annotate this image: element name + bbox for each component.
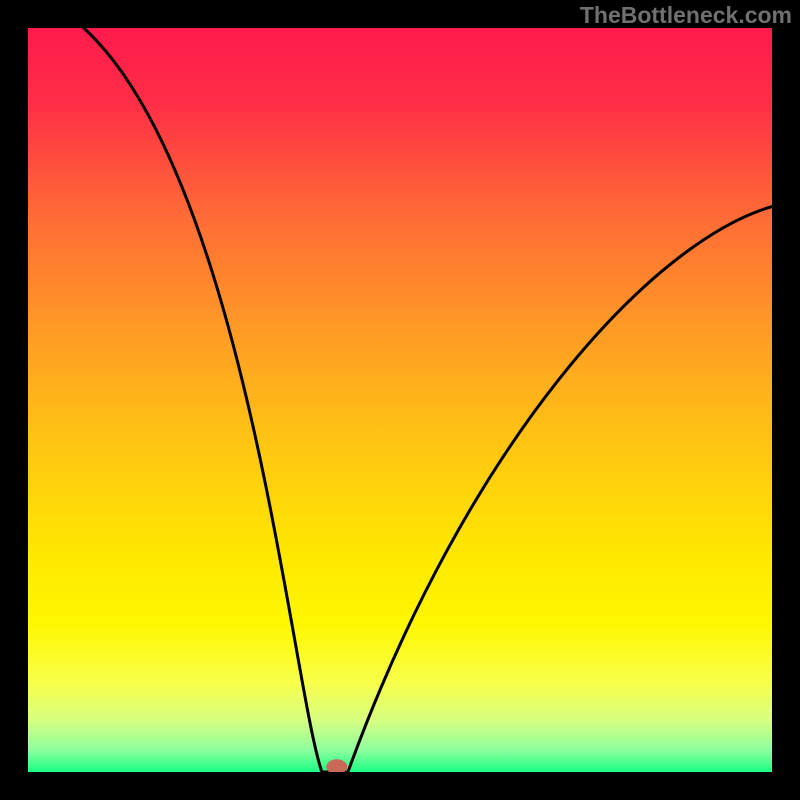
curve-layer [28, 28, 772, 772]
watermark-text: TheBottleneck.com [580, 2, 792, 29]
minimum-marker [327, 760, 347, 772]
chart-container: TheBottleneck.com [0, 0, 800, 800]
plot-area [28, 28, 772, 772]
bottleneck-curve [84, 28, 772, 772]
